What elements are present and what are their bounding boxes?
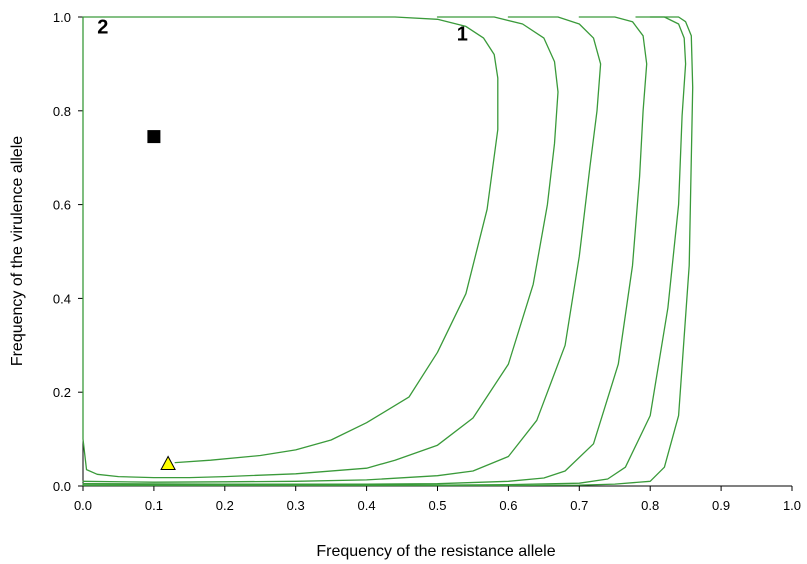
- x-tick-label: 0.6: [499, 498, 517, 513]
- x-tick-label: 1.0: [783, 498, 801, 513]
- x-tick-label: 0.3: [287, 498, 305, 513]
- plot-area: 0.0 0.1 0.2 0.3 0.4 0.5 0.6 0.7 0.8 0.9 1.0 0.0 0.2 0…: [53, 10, 801, 513]
- triangle-marker: [160, 455, 176, 470]
- y-axis-title: Frequency of the virulence allele: [9, 136, 26, 366]
- x-tick-label: 0.5: [428, 498, 446, 513]
- x-tick-label: 0.9: [712, 498, 730, 513]
- annotation-label-2: 2: [97, 16, 108, 38]
- y-tick-label: 0.0: [53, 479, 71, 494]
- y-tick-label: 0.8: [53, 104, 71, 119]
- series-line-2: [82, 16, 602, 483]
- x-tick-label: 0.8: [641, 498, 659, 513]
- y-tick-label: 0.6: [53, 198, 71, 213]
- series-line-4: [82, 16, 687, 486]
- annotation-label-1: 1: [457, 23, 468, 45]
- square-marker: [147, 130, 161, 144]
- x-tick-label: 0.1: [145, 498, 163, 513]
- series-line-3: [82, 16, 648, 485]
- x-tick-label: 0.2: [216, 498, 234, 513]
- x-tick-label: 0.0: [74, 498, 92, 513]
- y-tick-label: 0.2: [53, 385, 71, 400]
- x-tick-label: 0.4: [358, 498, 376, 513]
- series-line-5: [82, 16, 694, 487]
- series-line-1: [82, 16, 559, 479]
- y-tick-label: 0.4: [53, 291, 71, 306]
- x-tick-label: 0.7: [570, 498, 588, 513]
- x-axis-title: Frequency of the resistance allele: [316, 543, 555, 560]
- y-tick-label: 1.0: [53, 10, 71, 25]
